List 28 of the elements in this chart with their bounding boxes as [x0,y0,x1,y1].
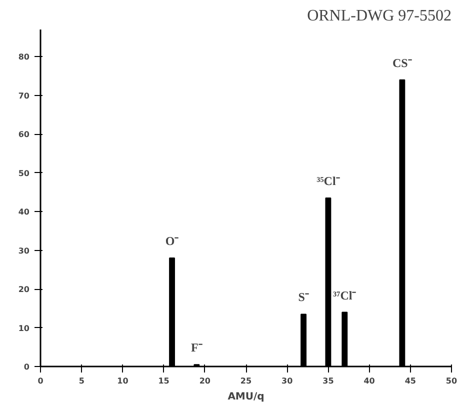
y-tick-label: 80 [18,52,30,62]
y-tick-label: 40 [18,208,30,217]
x-tick-label: 0 [38,376,44,386]
x-tick-label: 10 [117,376,129,386]
y-tick-label: 70 [18,91,30,100]
y-tick-label: 0 [24,362,30,372]
x-tick-label: 5 [78,376,85,386]
annotation: CS⁻ [392,56,412,70]
annotation: S⁻ [298,290,309,304]
x-tick-label: 25 [240,376,252,386]
annotation: O⁻ [165,234,179,248]
y-tick-label: 20 [18,285,30,294]
y-tick-label: 50 [18,168,30,178]
text: ORNL-DWG 97-5502 [307,8,452,24]
x-tick-label: 30 [282,376,294,386]
x-tick-label: 50 [446,376,458,386]
y-tick-label: 10 [18,324,30,333]
x-axis-title: AMU/q [228,392,264,402]
x-tick-label: 35 [322,376,334,386]
annotation: F⁻ [191,340,202,355]
annotation: ³⁵Cl⁻ [316,174,340,188]
y-tick-label: 60 [18,130,30,140]
x-tick-label: 20 [199,376,211,386]
x-tick-label: 15 [158,376,170,386]
x-tick-label: 45 [404,376,416,386]
x-tick-label: 40 [364,376,376,386]
y-tick-label: 30 [18,246,30,256]
annotation: ³⁷Cl⁻ [333,288,356,302]
